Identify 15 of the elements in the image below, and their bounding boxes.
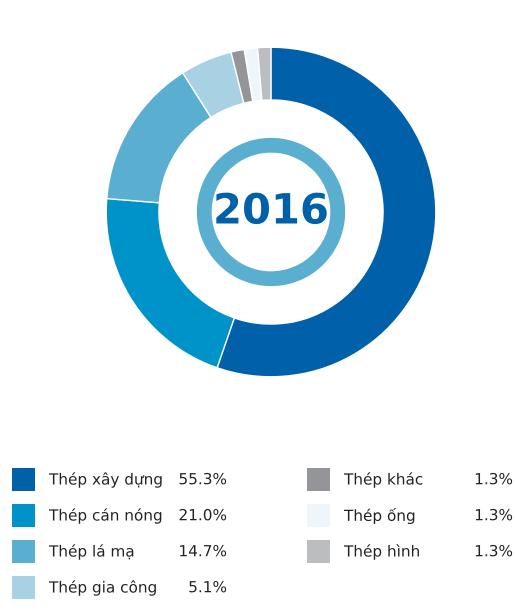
data-label: 21.0% xyxy=(180,508,226,520)
legend-label: Thép gia công xyxy=(48,580,156,596)
legend-label: Thép hình xyxy=(344,544,419,560)
data-label: 5.1% xyxy=(189,580,226,592)
data-label: 1.3% xyxy=(476,508,512,520)
legend-label: Thép lá mạ xyxy=(48,544,134,560)
text: 2016 xyxy=(216,192,327,224)
data-label: 1.3% xyxy=(476,544,512,556)
legend-label: Thép cán nóng xyxy=(48,508,162,524)
legend-label: Thép xây dựng xyxy=(48,472,162,488)
data-label: 14.7% xyxy=(180,544,226,556)
data-label: 1.3% xyxy=(476,472,512,484)
data-label: 55.3% xyxy=(180,472,226,484)
legend-label: Thép khác xyxy=(344,472,422,488)
legend-label: Thép ống xyxy=(344,508,414,524)
